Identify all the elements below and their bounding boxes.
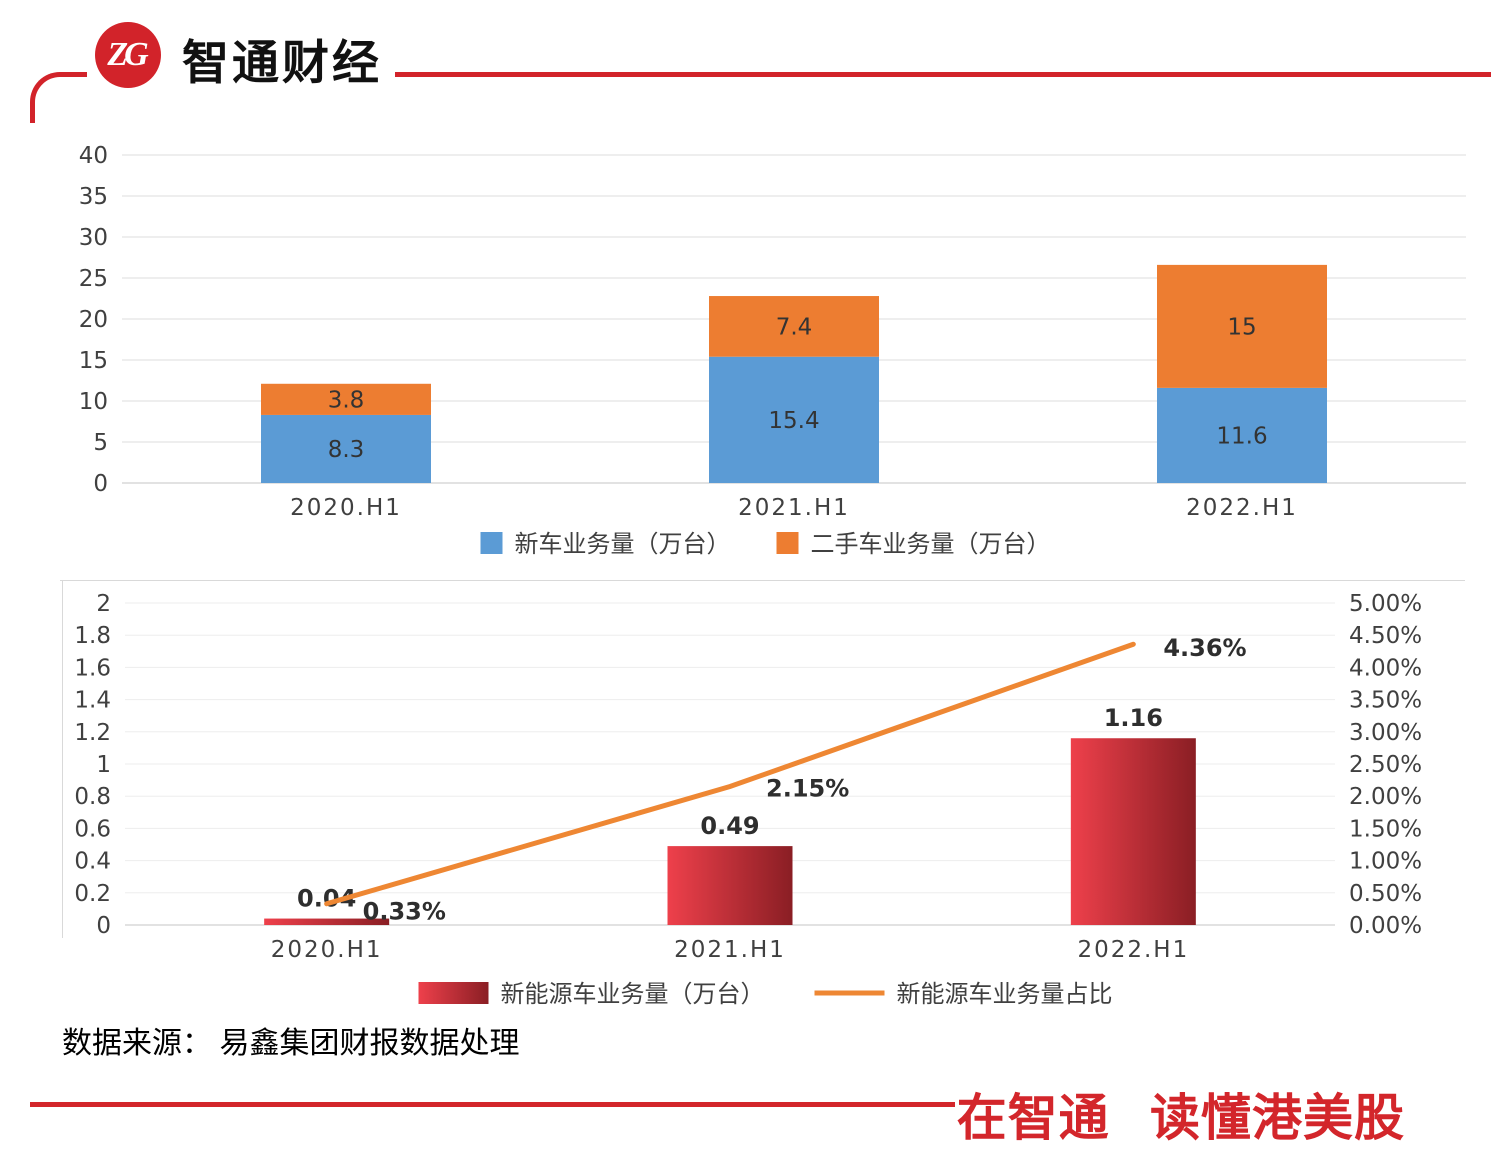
legend-label: 新能源车业务量（万台）	[501, 980, 765, 1008]
brand-slogan: 在智通 读懂港美股	[956, 1089, 1405, 1147]
line-point-label: 4.36%	[1163, 634, 1246, 662]
y-axis-tick-label: 5	[93, 430, 108, 456]
right-axis-tick-label: 1.50%	[1349, 816, 1422, 842]
legend-label: 二手车业务量（万台）	[811, 530, 1051, 558]
y-axis-tick-label: 40	[79, 143, 108, 169]
left-axis-tick-label: 1.2	[74, 720, 111, 746]
right-axis-tick-label: 5.00%	[1349, 591, 1422, 617]
right-axis-tick-label: 2.50%	[1349, 752, 1422, 778]
nev-share-line	[324, 641, 1136, 907]
x-axis-category-label: 2020.H1	[290, 495, 402, 521]
bar-value-label: 15	[1227, 314, 1256, 340]
bar-value-label: 1.16	[1104, 704, 1163, 732]
left-axis-tick-label: 0.4	[74, 849, 111, 875]
new-car-bar-segment	[1157, 387, 1327, 483]
top-left-corner-line	[30, 72, 87, 123]
left-axis-tick-label: 2	[96, 591, 111, 617]
header-rule	[395, 72, 1491, 77]
used-car-bar-segment	[709, 296, 879, 357]
nev-bar	[667, 846, 793, 925]
nev-bar	[264, 918, 390, 925]
chart-divider-line	[60, 580, 1465, 581]
left-axis-tick-label: 0.2	[74, 881, 111, 907]
y-axis-tick-label: 10	[79, 389, 108, 415]
right-axis-tick-label: 4.50%	[1349, 623, 1422, 649]
left-axis-tick-label: 1.8	[74, 623, 111, 649]
left-axis-tick-label: 1	[96, 752, 111, 778]
new-car-bar-segment	[261, 414, 431, 483]
brand-name: 智通财经	[182, 36, 382, 91]
x-axis-category-label: 2020.H1	[271, 937, 383, 963]
x-axis-category-label: 2022.H1	[1077, 937, 1189, 963]
y-axis-tick-label: 15	[79, 348, 108, 374]
footer-rule	[30, 1102, 955, 1107]
bar-value-label: 7.4	[776, 314, 813, 340]
right-axis-tick-label: 0.00%	[1349, 913, 1422, 939]
x-axis-category-label: 2022.H1	[1186, 495, 1298, 521]
bar-value-label: 8.3	[328, 437, 365, 463]
legend-gradient-swatch	[418, 982, 489, 1004]
new-car-bar-segment	[709, 356, 879, 483]
left-axis-tick-label: 0	[96, 913, 111, 939]
left-axis-tick-label: 1.6	[74, 655, 111, 681]
used-car-bar-segment	[1157, 264, 1327, 388]
right-axis-tick-label: 3.00%	[1349, 720, 1422, 746]
used-car-bar-segment	[261, 383, 431, 415]
x-axis-category-label: 2021.H1	[674, 937, 786, 963]
legend-swatch	[480, 532, 503, 554]
y-axis-tick-label: 30	[79, 225, 108, 251]
left-axis-tick-label: 0.8	[74, 784, 111, 810]
right-axis-tick-label: 4.00%	[1349, 655, 1422, 681]
y-axis-tick-label: 35	[79, 184, 108, 210]
line-point-label: 2.15%	[766, 775, 849, 803]
brand-logo-monogram: ZG	[107, 36, 148, 73]
legend-swatch	[776, 532, 799, 554]
bar-value-label: 3.8	[328, 387, 365, 413]
bar-value-label: 11.6	[1216, 423, 1267, 449]
legend-label: 新能源车业务量占比	[897, 980, 1113, 1008]
left-axis-tick-label: 0.6	[74, 816, 111, 842]
nev-bar	[1070, 738, 1196, 925]
line-point-label: 0.33%	[363, 898, 446, 926]
y-axis-tick-label: 25	[79, 266, 108, 292]
bar-line-combo-chart: 0 0.2 0.4 0.6 0.8 1 1.2 1.4 1.6 1.8 2 0.00% 0.50% 1.0…	[74, 591, 1422, 1008]
x-axis-category-label: 2021.H1	[738, 495, 850, 521]
bar-value-label: 15.4	[768, 408, 819, 434]
right-axis-tick-label: 3.50%	[1349, 688, 1422, 714]
stacked-bar-chart: 0 5 10 15 20 25 30 35 40 8.3 3.8 2020.H1 15.4 7.4 2021…	[79, 143, 1466, 558]
chart-left-border-line	[62, 580, 63, 938]
left-axis-tick-label: 1.4	[74, 688, 111, 714]
right-axis-tick-label: 1.00%	[1349, 849, 1422, 875]
right-axis-tick-label: 0.50%	[1349, 881, 1422, 907]
brand-logo: ZG	[95, 22, 161, 88]
y-axis-tick-label: 20	[79, 307, 108, 333]
y-axis-tick-label: 0	[93, 471, 108, 497]
right-axis-tick-label: 2.00%	[1349, 784, 1422, 810]
data-source-note: 数据来源： 易鑫集团财报数据处理	[62, 1027, 520, 1060]
bar-value-label: 0.49	[700, 812, 759, 840]
legend-label: 新车业务量（万台）	[515, 530, 731, 558]
